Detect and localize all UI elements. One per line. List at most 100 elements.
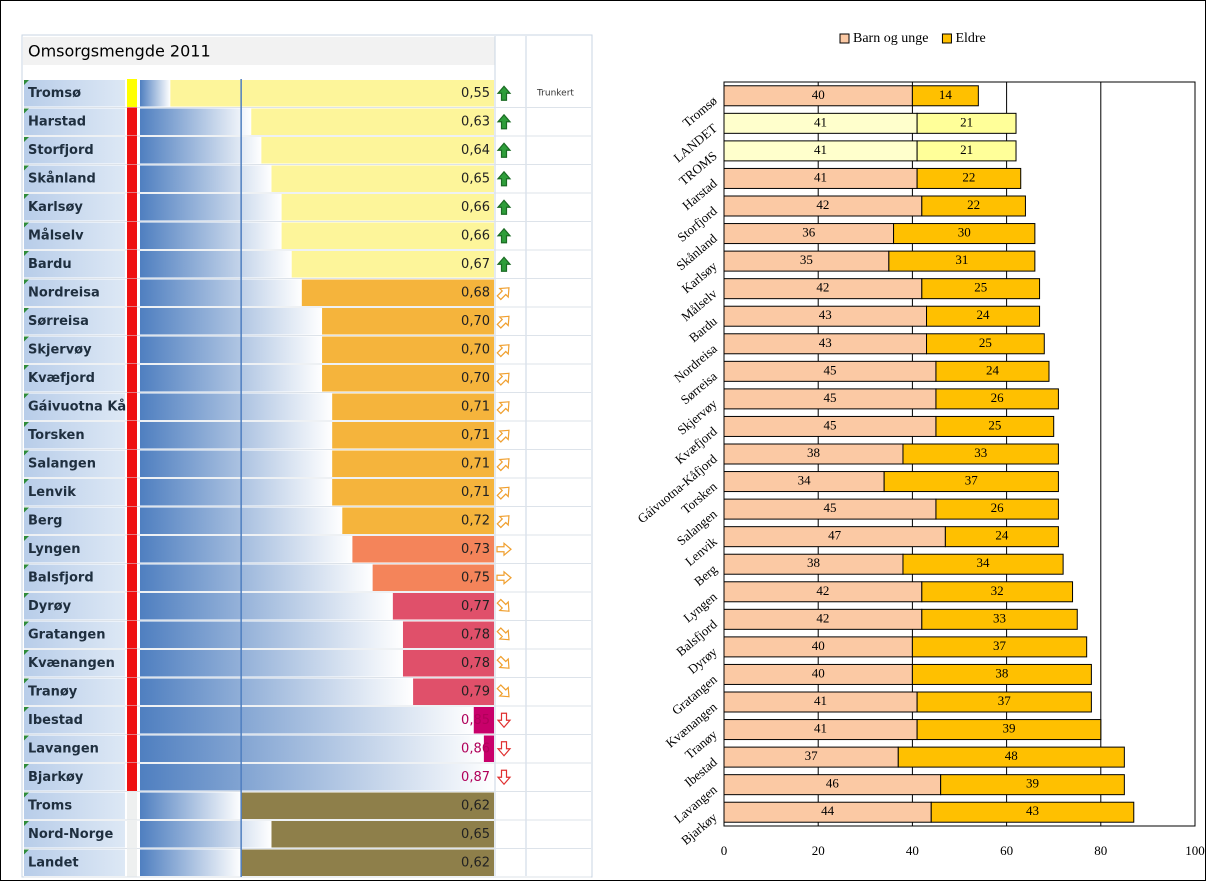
row-label: Balsfjord bbox=[28, 570, 94, 585]
trend-icon bbox=[496, 541, 512, 557]
cell-marker bbox=[24, 165, 29, 171]
bar-value-label: 40 bbox=[812, 665, 825, 680]
bar-segment bbox=[916, 167, 1022, 189]
trend-icon bbox=[496, 741, 512, 757]
value-label: 0,68 bbox=[461, 285, 490, 300]
name-cell bbox=[24, 821, 125, 848]
row-label: Berg bbox=[28, 513, 62, 528]
trend-icon bbox=[496, 199, 512, 215]
row-label: Gratangen bbox=[28, 627, 105, 642]
bar-value-label: 37 bbox=[805, 748, 819, 763]
value-label: 0,73 bbox=[461, 542, 490, 557]
cell-marker bbox=[24, 108, 29, 114]
data-bar bbox=[140, 336, 323, 363]
row-label: Dyrøy bbox=[28, 599, 72, 614]
name-cell bbox=[24, 792, 125, 819]
bar-value-label: 26 bbox=[991, 500, 1005, 515]
x-tick-label: 80 bbox=[1094, 843, 1107, 858]
cell-marker bbox=[24, 507, 29, 513]
legend-swatch bbox=[839, 33, 850, 44]
trend-icon bbox=[496, 85, 512, 101]
bar-segment bbox=[902, 553, 1064, 575]
bar-value-label: 42 bbox=[816, 610, 829, 625]
trend-icon bbox=[496, 627, 510, 641]
value-label: 0,66 bbox=[461, 200, 490, 215]
value-label: 0,86 bbox=[461, 741, 490, 756]
bar-segment bbox=[888, 250, 1036, 272]
flag bbox=[127, 193, 137, 222]
row-fill bbox=[140, 80, 494, 107]
cell-marker bbox=[24, 650, 29, 655]
bar-value-label: 48 bbox=[1005, 748, 1018, 763]
table-title: Omsorgsmengde 2011 bbox=[28, 42, 211, 61]
name-cell bbox=[24, 450, 125, 477]
data-bar bbox=[140, 222, 282, 249]
bar-value-label: 38 bbox=[807, 445, 820, 460]
value-label: 0,71 bbox=[461, 485, 490, 500]
bar-value-label: 45 bbox=[823, 417, 836, 432]
flag bbox=[127, 706, 137, 735]
value-label: 0,71 bbox=[461, 456, 490, 471]
row-label: Gáivuotna Kå bbox=[28, 399, 126, 414]
data-bar bbox=[140, 137, 262, 164]
value-label: 0,62 bbox=[461, 855, 490, 870]
flag bbox=[127, 136, 137, 165]
value-label: 0,77 bbox=[461, 599, 490, 614]
data-bar bbox=[140, 308, 323, 335]
bar-segment bbox=[935, 388, 1059, 410]
name-cell bbox=[24, 80, 125, 107]
bar-value-label: 39 bbox=[1026, 776, 1039, 791]
value-label: 0,79 bbox=[461, 684, 490, 699]
name-cell bbox=[24, 336, 125, 363]
row-label: Troms bbox=[28, 798, 72, 813]
bar-value-label: 26 bbox=[991, 390, 1005, 405]
bar-value-label: 25 bbox=[974, 280, 987, 295]
bar-value-label: 21 bbox=[960, 142, 973, 157]
bar-value-label: 45 bbox=[823, 500, 836, 515]
bar-value-label: 34 bbox=[977, 555, 991, 570]
name-cell bbox=[24, 764, 125, 791]
name-cell bbox=[24, 279, 125, 306]
trend-icon bbox=[496, 256, 512, 272]
bar-segment bbox=[926, 305, 1041, 327]
bar-value-label: 43 bbox=[819, 335, 832, 350]
flag bbox=[127, 335, 137, 365]
row-label: Skjervøy bbox=[28, 342, 92, 357]
x-tick-label: 0 bbox=[721, 843, 728, 858]
bar-value-label: 37 bbox=[998, 693, 1012, 708]
name-cell bbox=[24, 251, 125, 278]
flag bbox=[127, 449, 137, 479]
bar-segment bbox=[940, 774, 1125, 796]
data-bar bbox=[140, 365, 323, 392]
row-label: Sørreisa bbox=[28, 314, 89, 329]
bar-value-label: 32 bbox=[991, 583, 1004, 598]
bar-segment bbox=[883, 471, 1059, 493]
row-label: Storfjord bbox=[28, 143, 94, 158]
flag bbox=[127, 307, 137, 336]
legend-label: Eldre bbox=[955, 31, 985, 46]
cell-marker bbox=[24, 735, 29, 741]
value-label: 0,71 bbox=[461, 428, 490, 443]
row-label: Tranøy bbox=[28, 684, 78, 699]
x-tick-label: 40 bbox=[906, 843, 919, 858]
name-cell bbox=[24, 422, 125, 449]
bar-value-label: 25 bbox=[988, 417, 1001, 432]
row-label: Harstad bbox=[28, 114, 86, 129]
data-bar bbox=[140, 735, 484, 762]
data-bar bbox=[140, 564, 373, 591]
value-label: 0,65 bbox=[461, 827, 490, 842]
name-cell bbox=[24, 735, 125, 762]
data-bar bbox=[140, 593, 393, 620]
bar-segment bbox=[916, 140, 1017, 162]
cell-marker bbox=[24, 336, 29, 342]
cell-marker bbox=[24, 792, 29, 798]
bar-value-label: 41 bbox=[814, 169, 827, 184]
flag bbox=[127, 421, 137, 450]
cell-marker bbox=[24, 137, 29, 142]
flag bbox=[127, 791, 137, 821]
bar-value-label: 22 bbox=[962, 169, 975, 184]
bar-value-label: 37 bbox=[993, 638, 1007, 653]
flag bbox=[127, 364, 137, 393]
bar-value-label: 40 bbox=[812, 87, 825, 102]
cell-marker bbox=[24, 422, 29, 427]
